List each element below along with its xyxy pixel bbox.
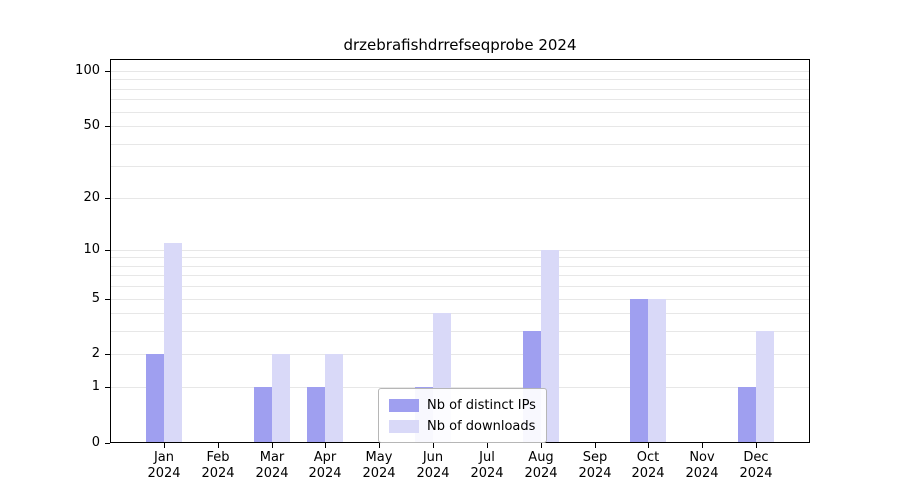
- gridline-60: [111, 112, 809, 113]
- ytick-label-0: 0: [91, 435, 100, 450]
- gridline-6: [111, 286, 809, 287]
- xtick-label-dec: Dec 2024: [739, 450, 773, 481]
- gridline-5: [111, 299, 809, 300]
- xtick-label-apr: Apr 2024: [308, 450, 342, 481]
- xtick-mark-may: [379, 443, 380, 448]
- ytick-mark-50: [105, 126, 110, 127]
- gridline-100: [111, 71, 809, 72]
- bar-downloads-mar: [271, 354, 290, 443]
- xtick-label-jul: Jul 2024: [470, 450, 504, 481]
- bar-downloads-apr: [325, 354, 344, 443]
- ytick-mark-100: [105, 71, 110, 72]
- gridline-40: [111, 144, 809, 145]
- xtick-label-nov: Nov 2024: [685, 450, 719, 481]
- bar-downloads-jan: [163, 242, 182, 443]
- plot-box: [110, 59, 810, 443]
- ytick-mark-10: [105, 250, 110, 251]
- ytick-mark-1: [105, 387, 110, 388]
- ytick-mark-2: [105, 354, 110, 355]
- legend-label-downloads: Nb of downloads: [427, 418, 536, 434]
- xtick-mark-apr: [325, 443, 326, 448]
- gridline-3: [111, 331, 809, 332]
- ytick-label-100: 100: [75, 63, 100, 78]
- xtick-label-sep: Sep 2024: [578, 450, 612, 481]
- bar-ips-jan: [145, 354, 164, 443]
- bar-downloads-oct: [648, 298, 667, 443]
- gridline-9: [111, 257, 809, 258]
- xtick-mark-oct: [648, 443, 649, 448]
- gridline-30: [111, 166, 809, 167]
- xtick-label-feb: Feb 2024: [201, 450, 235, 481]
- xtick-mark-nov: [702, 443, 703, 448]
- chart-title: drzebrafishdrrefseqprobe 2024: [343, 36, 577, 54]
- gridline-2: [111, 354, 809, 355]
- legend-item-downloads: Nb of downloads: [389, 417, 536, 435]
- ytick-label-1: 1: [91, 379, 100, 394]
- xtick-mark-jul: [487, 443, 488, 448]
- ytick-label-2: 2: [91, 346, 100, 361]
- ytick-mark-0: [105, 443, 110, 444]
- xtick-label-aug: Aug 2024: [524, 450, 558, 481]
- bar-downloads-dec: [756, 331, 775, 443]
- legend-swatch-downloads: [389, 419, 419, 433]
- legend: Nb of distinct IPs Nb of downloads: [378, 388, 547, 443]
- xtick-label-oct: Oct 2024: [631, 450, 665, 481]
- gridline-50: [111, 126, 809, 127]
- ytick-mark-20: [105, 198, 110, 199]
- ytick-label-20: 20: [83, 190, 100, 205]
- ytick-label-5: 5: [91, 291, 100, 306]
- xtick-mark-mar: [272, 443, 273, 448]
- bar-ips-oct: [630, 298, 649, 443]
- ytick-mark-5: [105, 299, 110, 300]
- gridline-4: [111, 313, 809, 314]
- xtick-mark-aug: [541, 443, 542, 448]
- gridline-1: [111, 387, 809, 388]
- xtick-mark-jan: [164, 443, 165, 448]
- bar-ips-apr: [307, 387, 326, 443]
- gridline-10: [111, 250, 809, 251]
- legend-item-distinct-ips: Nb of distinct IPs: [389, 396, 536, 414]
- xtick-label-mar: Mar 2024: [255, 450, 289, 481]
- gridline-8: [111, 266, 809, 267]
- bar-ips-dec: [738, 387, 757, 443]
- gridline-7: [111, 275, 809, 276]
- xtick-label-jan: Jan 2024: [147, 450, 181, 481]
- gridline-80: [111, 89, 809, 90]
- legend-label-distinct-ips: Nb of distinct IPs: [427, 397, 536, 413]
- xtick-mark-sep: [595, 443, 596, 448]
- xtick-label-jun: Jun 2024: [416, 450, 450, 481]
- bar-ips-mar: [253, 387, 272, 443]
- xtick-label-may: May 2024: [362, 450, 396, 481]
- xtick-mark-jun: [433, 443, 434, 448]
- ytick-label-50: 50: [83, 118, 100, 133]
- legend-swatch-distinct-ips: [389, 398, 419, 412]
- ytick-label-10: 10: [83, 242, 100, 257]
- gridline-90: [111, 79, 809, 80]
- xtick-mark-feb: [218, 443, 219, 448]
- gridline-20: [111, 198, 809, 199]
- gridline-70: [111, 99, 809, 100]
- xtick-mark-dec: [756, 443, 757, 448]
